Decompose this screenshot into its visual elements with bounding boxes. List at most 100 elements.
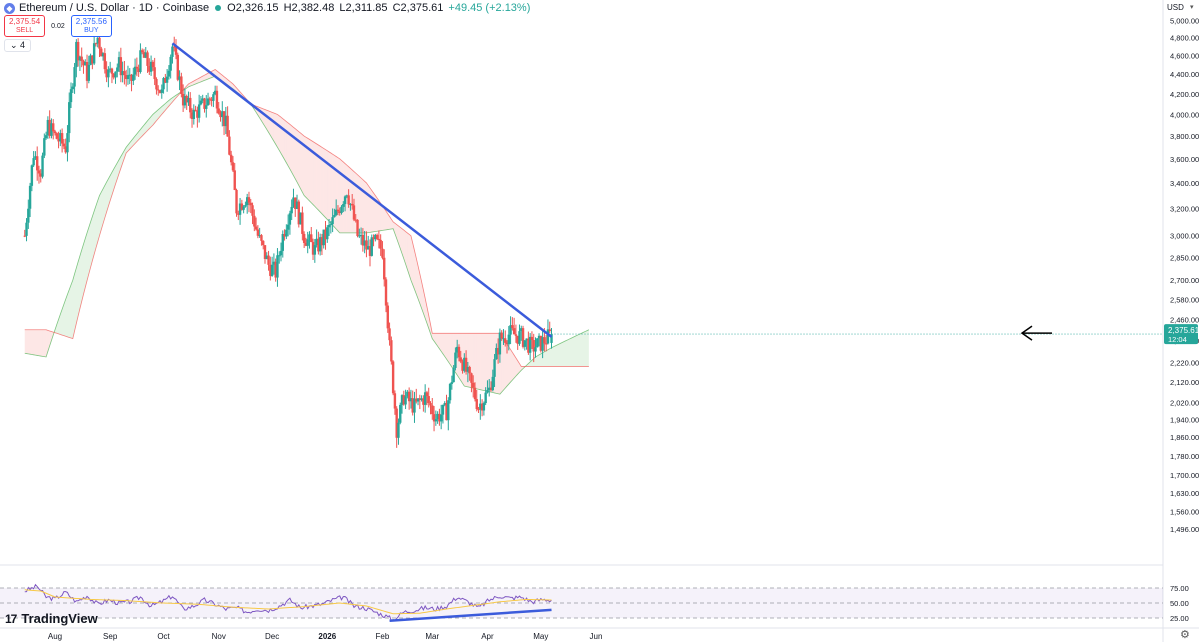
ethereum-icon: ◆ [4,2,15,14]
cloud-segment [547,348,550,367]
cloud-segment [341,160,344,233]
candle-body [262,240,265,246]
chevron-down-icon[interactable]: ▾ [1190,4,1194,11]
candle-body [320,237,324,246]
cloud-segment [158,108,160,119]
candle-body [114,71,117,78]
cloud-segment [434,333,436,344]
candle-body [66,133,69,153]
candle-body [162,78,165,90]
candle-body [119,57,123,76]
candle-body [393,393,397,409]
candle-body [155,79,158,90]
cloud-segment [419,273,422,309]
cloud-segment [369,187,372,233]
cloud-segment [489,333,492,393]
price-tick-label: 1,780.00 [1170,452,1199,461]
candle-body [121,71,124,76]
cloud-segment [409,234,411,281]
buy-button[interactable]: 2,375.56 BUY [70,15,112,37]
candle-body [194,109,197,111]
candle-body [301,212,304,234]
sell-price: 2,375.54 [9,17,41,26]
candle-body [334,209,338,215]
candle-body [112,73,115,78]
candle-body [212,94,215,101]
cloud-segment [199,77,201,83]
cloud-segment [508,346,511,385]
candle-body [221,111,224,118]
candle-body [160,89,163,93]
cloud-segment [364,181,367,233]
time-axis: Aug Sep Oct Nov Dec 2026 Feb Mar Apr May Jun [48,632,603,641]
candle-body [286,224,290,230]
symbol-title[interactable]: Ethereum / U.S. Dollar · 1D · Coinbase [19,2,210,14]
cloud-segment [72,273,75,339]
cloud-segment [339,158,342,233]
candle-body [59,133,62,142]
cloud-segment [44,329,47,357]
sell-button[interactable]: 2,375.54 SELL [4,15,46,37]
candle-body [53,131,57,134]
candle-body [365,240,368,250]
candle-body [397,422,400,438]
candle-body [208,98,212,100]
tradingview-logo[interactable]: 17 TradingView [5,611,98,626]
candle-body [454,352,457,368]
candle-body [402,395,406,405]
cloud-segment [229,81,232,88]
candle-body [512,328,516,335]
candle-body [133,66,137,75]
candle-body [100,48,103,57]
candle-body [379,239,382,249]
candle-body [176,54,179,80]
cloud-segment [480,333,483,391]
candle-body [265,255,268,259]
cloud-segment [111,169,114,196]
candle-body [206,98,210,106]
cloud-segment [200,76,203,82]
candle-body [407,391,411,402]
cloud-segment [202,75,205,82]
time-tick-label: Apr [481,632,494,641]
buy-label: BUY [84,27,99,34]
cloud-segment [382,205,385,231]
candle-body [308,234,311,240]
indicators-toggle[interactable]: ⌄ 4 [4,39,32,52]
cloud-segment [483,333,486,391]
candle-body [336,209,340,212]
candle-body [343,196,347,205]
cloud-segment [37,329,39,356]
currency-selector[interactable]: USD [1167,3,1184,12]
cloud-segment [140,127,143,138]
cloud-segment [551,346,554,367]
cloud-segment [145,120,148,133]
gear-icon[interactable]: ⚙ [1180,629,1190,641]
cloud-segment [85,232,88,288]
cloud-segment [553,345,556,367]
cloud-segment [556,344,559,367]
cloud-segment [387,213,390,230]
cloud-segment [147,118,150,131]
candle-body [317,238,320,252]
cloud-segment [410,235,413,285]
candle-body [146,52,149,66]
arrow-head [1020,325,1033,341]
cloud-segment [270,111,273,139]
candle-body [502,338,505,340]
candle-body [331,217,334,225]
cloud-segment [583,331,586,367]
candle-body [189,97,192,113]
candle-body [256,229,260,236]
price-tick-label: 2,460.00 [1170,315,1199,324]
candle-body [290,206,293,214]
cloud-segment [152,112,155,126]
candle-body [144,52,147,58]
candle-body [537,335,541,339]
cloud-segment [282,118,285,160]
time-tick-label: Feb [376,632,390,641]
candle-body [415,398,418,402]
candle-body [249,202,252,206]
